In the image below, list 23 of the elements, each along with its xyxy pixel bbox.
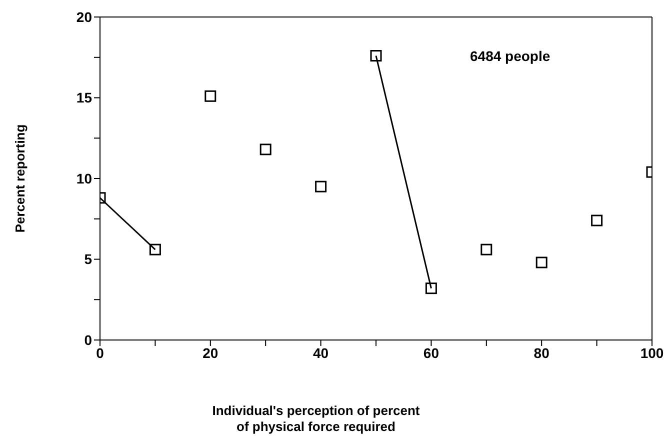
x-tick-label: 80	[534, 344, 550, 361]
x-tick-label: 60	[423, 344, 440, 361]
y-tick-label: 10	[76, 170, 92, 186]
point	[204, 90, 216, 102]
point	[149, 244, 161, 256]
x-tick-label: 40	[313, 344, 329, 361]
point	[480, 244, 492, 256]
point	[425, 282, 437, 294]
x-tick-label: 20	[202, 344, 218, 361]
y-axis-title: Percent reporting	[12, 124, 28, 233]
point	[591, 214, 603, 226]
point	[536, 256, 548, 268]
x-tick-label: 0	[96, 344, 104, 361]
point	[260, 144, 272, 156]
y-tick-label: 20	[76, 8, 92, 25]
point	[315, 180, 327, 192]
x-tick-label: 100	[640, 344, 664, 361]
y-tick-label: 15	[76, 90, 92, 106]
annotation: 6484 people	[470, 48, 550, 64]
y-tick-label: 0	[84, 332, 92, 348]
x-axis-title: Individual's perception of percent of physical force required	[212, 403, 420, 434]
y-tick-label: 5	[84, 251, 92, 268]
point	[370, 50, 382, 62]
